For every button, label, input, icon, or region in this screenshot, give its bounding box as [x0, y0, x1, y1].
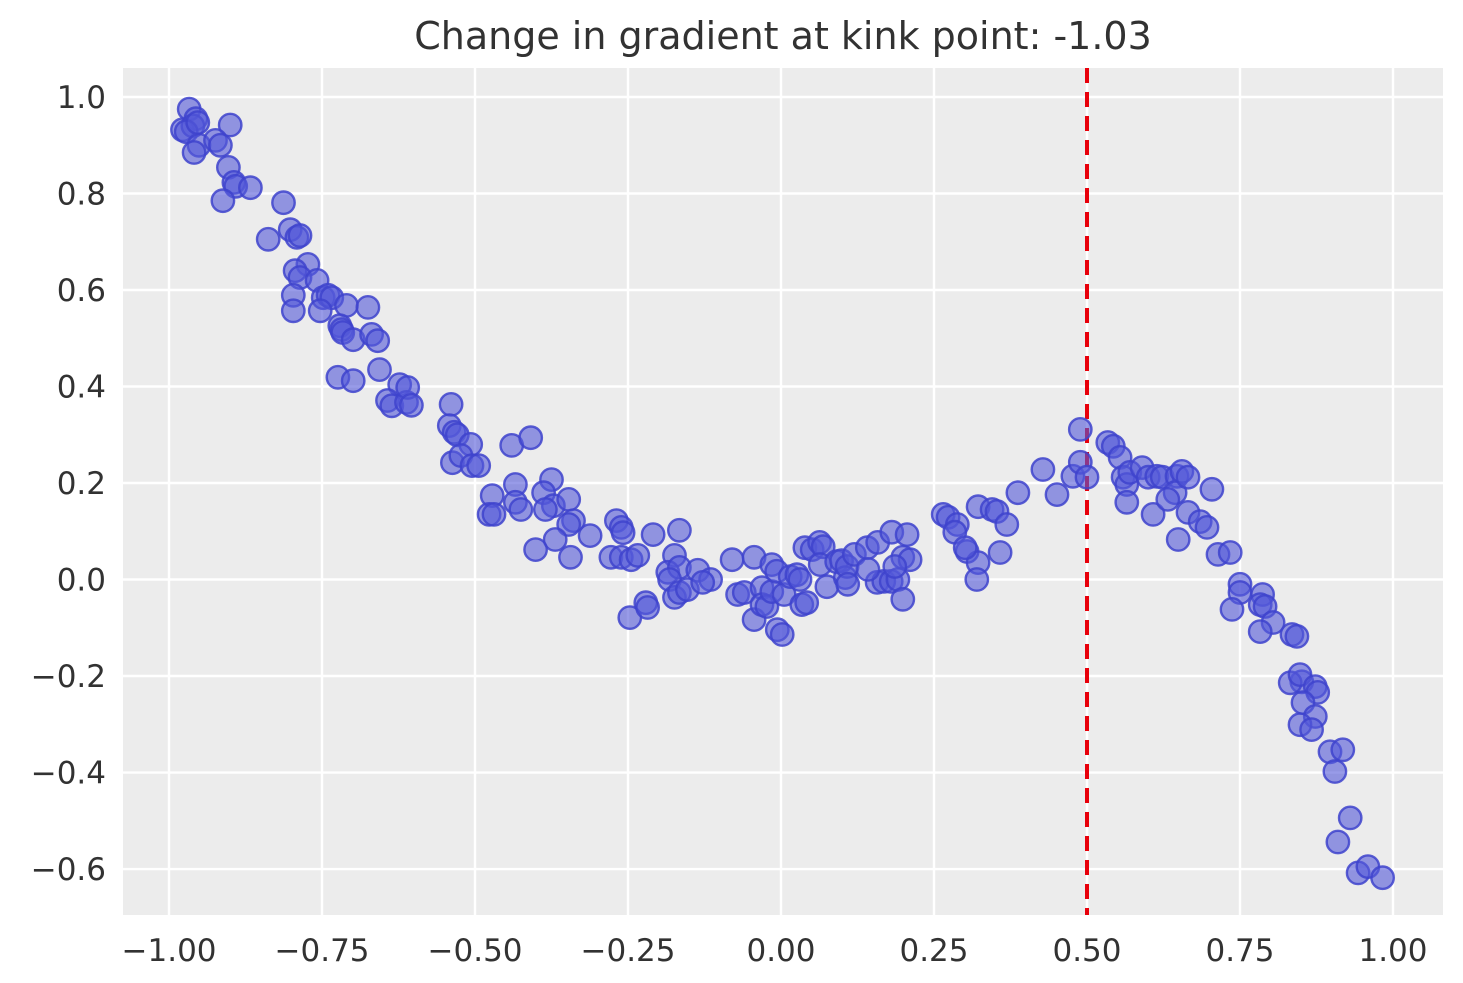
- scatter-point: [365, 328, 391, 354]
- y-tick-labels: 1.0 0.8 0.6 0.4 0.2 0.0 −0.2 −0.4 −0.6: [31, 80, 106, 888]
- y-tick-label: −0.4: [31, 756, 106, 792]
- x-tick-label: 1.00: [1358, 933, 1427, 969]
- scatter-points: [170, 96, 1396, 891]
- scatter-point: [523, 537, 548, 562]
- y-tick-label: 1.0: [57, 80, 106, 116]
- scatter-point: [1114, 489, 1140, 515]
- scatter-point: [1044, 482, 1070, 507]
- y-tick-label: 0.0: [57, 563, 106, 599]
- scatter-point: [367, 357, 392, 382]
- scatter-point: [987, 540, 1013, 565]
- scatter-point: [1175, 464, 1201, 490]
- scatter-point: [1074, 464, 1100, 490]
- scatter-point: [855, 557, 881, 582]
- scatter-point: [518, 425, 544, 451]
- x-tick-label: 0.50: [1052, 933, 1121, 969]
- scatter-point: [1217, 540, 1243, 565]
- scatter-point: [794, 590, 820, 616]
- scatter-point: [1299, 717, 1325, 742]
- scatter-point: [271, 190, 296, 216]
- scatter-point: [1140, 502, 1166, 527]
- scatter-point: [719, 547, 745, 573]
- scatter-point: [1030, 457, 1056, 482]
- x-tick-labels: −1.00 −0.75 −0.50 −0.25 0.00 0.25 0.50 0.75 1.00: [122, 933, 1428, 969]
- scatter-point: [481, 502, 507, 527]
- scatter-point: [890, 586, 916, 612]
- scatter-point: [438, 391, 464, 417]
- scatter-point: [610, 520, 636, 546]
- scatter-point: [964, 567, 990, 592]
- scatter-point: [1322, 759, 1348, 784]
- scatter-point: [769, 622, 795, 647]
- y-tick-label: 0.8: [57, 177, 106, 213]
- scatter-point: [635, 595, 660, 620]
- x-tick-label: 0.75: [1205, 933, 1274, 969]
- scatter-point: [207, 132, 233, 158]
- scatter-point: [255, 226, 281, 252]
- scatter-point: [1194, 515, 1220, 540]
- scatter-point: [625, 543, 651, 568]
- y-tick-label: −0.6: [31, 852, 106, 888]
- scatter-point: [882, 554, 908, 579]
- x-tick-label: −1.00: [122, 933, 217, 969]
- scatter-point: [542, 527, 568, 552]
- scatter-point: [1199, 476, 1225, 502]
- scatter-point: [787, 567, 813, 592]
- scatter-point: [340, 368, 366, 394]
- y-tick-label: 0.6: [57, 273, 106, 309]
- x-tick-label: −0.25: [581, 933, 676, 969]
- x-tick-label: 0.25: [899, 933, 968, 969]
- scatter-point: [1005, 480, 1031, 506]
- scatter-point: [280, 298, 306, 324]
- scatter-point: [334, 292, 359, 318]
- scatter-point: [466, 453, 492, 478]
- chart-title: Change in gradient at kink point: -1.03: [414, 14, 1152, 58]
- scatter-point: [181, 140, 207, 165]
- scatter-point: [307, 298, 333, 324]
- scatter-point: [1284, 624, 1310, 649]
- scatter-point: [835, 571, 861, 597]
- scatter-point: [1165, 527, 1191, 552]
- scatter-point: [894, 522, 920, 547]
- scatter-point: [690, 570, 716, 595]
- scatter-point: [508, 497, 534, 522]
- scatter-point: [556, 486, 582, 512]
- y-tick-label: 0.4: [57, 370, 106, 406]
- x-tick-label: −0.50: [428, 933, 523, 969]
- scatter-point: [577, 523, 603, 548]
- scatter-point: [1370, 865, 1396, 891]
- scatter-point: [1067, 416, 1093, 442]
- scatter-point: [1330, 737, 1356, 763]
- scatter-point: [1155, 486, 1181, 512]
- scatter-point: [287, 223, 313, 248]
- scatter-point: [1247, 619, 1273, 644]
- y-tick-label: 0.2: [57, 466, 106, 502]
- scatter-point: [185, 110, 211, 136]
- x-tick-label: 0.00: [746, 933, 815, 969]
- grid-lines: [123, 68, 1443, 915]
- scatter-point: [558, 544, 583, 570]
- scatter-point: [952, 535, 978, 561]
- scatter-point: [217, 112, 243, 138]
- scatter-point: [994, 512, 1020, 537]
- x-tick-label: −0.75: [275, 933, 370, 969]
- y-tick-label: −0.2: [31, 659, 106, 695]
- scatter-point: [1337, 805, 1363, 831]
- scatter-point: [667, 517, 692, 543]
- scatter-point: [640, 522, 666, 547]
- scatter-point: [1219, 597, 1245, 622]
- scatter-point: [1325, 829, 1351, 855]
- scatter-point: [355, 294, 381, 320]
- scatter-point: [398, 392, 424, 418]
- scatter-point: [237, 175, 263, 201]
- scatter-point: [533, 497, 558, 522]
- scatter-point: [210, 188, 236, 214]
